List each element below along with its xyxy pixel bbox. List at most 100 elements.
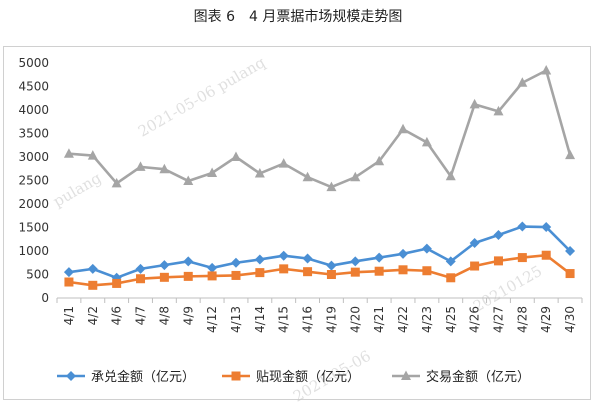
legend-label: 贴现金额（亿元） [256, 369, 360, 385]
data-point [517, 253, 527, 263]
data-point [401, 370, 411, 380]
x-tick-label: 4/27 [491, 306, 505, 333]
legend-item: 贴现金额（亿元） [222, 369, 360, 385]
data-point [278, 250, 289, 261]
legend-label: 承兑金额（亿元） [91, 369, 195, 385]
data-point [445, 256, 456, 267]
y-tick-label: 3500 [18, 127, 49, 141]
series-line [68, 225, 571, 280]
data-point [541, 222, 552, 233]
legend-item: 交易金额（亿元） [392, 369, 530, 385]
x-tick-label: 4/2 [86, 306, 100, 325]
x-tick-label: 4/25 [444, 306, 458, 333]
data-point [303, 267, 313, 277]
data-point [398, 248, 409, 259]
x-tick-label: 4/14 [253, 306, 267, 333]
data-point [159, 272, 169, 282]
legend-item: 承兑金额（亿元） [57, 369, 195, 385]
y-tick-label: 3000 [18, 150, 49, 164]
data-point [254, 167, 265, 178]
data-point [279, 264, 289, 274]
x-tick-label: 4/20 [348, 306, 362, 333]
data-point [183, 271, 193, 281]
data-point [207, 262, 218, 273]
data-point [112, 278, 122, 288]
data-point [87, 150, 98, 160]
data-point [398, 123, 409, 134]
series-line [68, 69, 572, 189]
data-point [230, 151, 241, 161]
data-point [255, 268, 265, 278]
x-tick-label: 4/19 [324, 306, 338, 333]
data-point [136, 274, 146, 284]
data-point [493, 105, 504, 116]
data-point [350, 171, 361, 182]
x-tick-label: 4/6 [110, 306, 124, 325]
data-point [493, 256, 503, 266]
x-tick-label: 4/26 [468, 306, 482, 333]
data-point [64, 277, 74, 287]
x-tick-label: 4/22 [396, 306, 410, 333]
data-point [88, 280, 98, 290]
data-point [159, 163, 170, 174]
y-tick-label: 2500 [18, 174, 49, 188]
x-tick-label: 4/23 [420, 306, 434, 333]
x-tick-label: 4/9 [181, 306, 195, 325]
data-point [541, 65, 552, 75]
data-point [135, 161, 146, 171]
y-tick-label: 4000 [18, 103, 49, 117]
y-tick-label: 5000 [18, 56, 49, 70]
x-tick-label: 4/1 [62, 306, 76, 325]
data-point [350, 256, 361, 267]
data-point [421, 243, 432, 254]
data-point [374, 266, 384, 276]
data-point [326, 260, 337, 271]
data-point [278, 158, 289, 168]
series-group [64, 250, 575, 290]
x-tick-label: 4/13 [229, 306, 243, 333]
x-tick-label: 4/30 [563, 306, 577, 333]
chart-title: 图表 6 4 月票据市场规模走势图 [193, 9, 403, 25]
data-point [350, 267, 360, 277]
data-point [565, 246, 576, 256]
data-point [469, 238, 480, 249]
data-point [565, 149, 576, 160]
data-point [207, 167, 218, 177]
data-point [111, 177, 122, 188]
x-tick-label: 4/29 [539, 306, 553, 333]
data-point [470, 261, 480, 271]
data-point [421, 136, 432, 147]
x-tick-label: 4/12 [205, 306, 219, 333]
y-tick-label: 1500 [18, 221, 49, 235]
data-point [183, 256, 194, 267]
data-point [87, 263, 98, 274]
data-point [207, 271, 217, 281]
x-tick-label: 4/16 [301, 306, 315, 333]
data-point [230, 257, 241, 268]
data-point [445, 170, 456, 181]
data-point [66, 371, 76, 381]
data-point [63, 148, 74, 158]
data-point [541, 250, 551, 260]
x-tick-label: 4/28 [515, 306, 529, 333]
data-point [326, 270, 336, 279]
x-tick-label: 4/8 [157, 306, 171, 325]
chart-frame [3, 46, 591, 400]
y-tick-label: 500 [26, 268, 49, 282]
y-tick-label: 0 [41, 291, 49, 305]
series-line [68, 253, 571, 287]
data-point [565, 269, 575, 279]
series-group [63, 221, 576, 283]
data-point [422, 266, 432, 276]
y-tick-label: 1000 [18, 244, 49, 258]
data-point [326, 181, 337, 192]
data-point [63, 267, 74, 278]
data-point [302, 253, 313, 264]
data-point [231, 270, 241, 280]
data-point [254, 254, 265, 265]
data-point [231, 371, 241, 381]
data-point [302, 171, 313, 182]
x-tick-label: 4/7 [134, 306, 148, 325]
data-point [183, 175, 194, 185]
